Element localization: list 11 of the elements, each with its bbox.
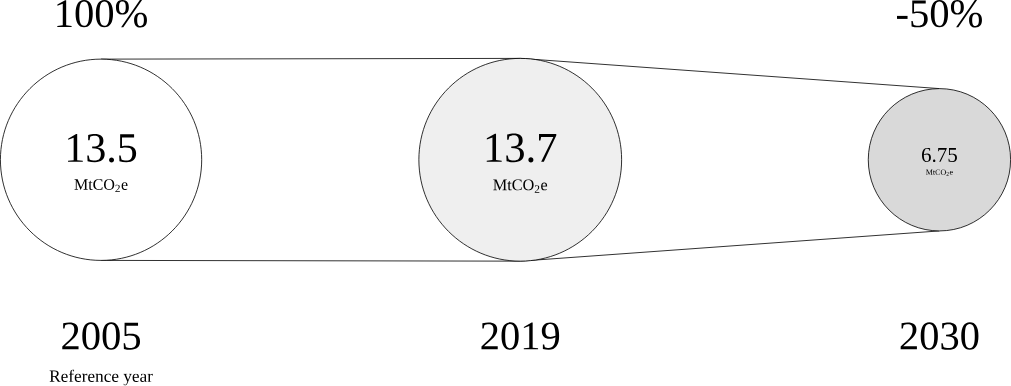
text: 100% [57,0,147,28]
text: -50% [897,0,982,28]
data-label: 6.75 [921,148,957,163]
data-label: 13.5 [68,134,137,163]
text: Reference year [49,369,153,386]
category-label: 2005 [62,322,141,350]
data-label: 13.7 [486,133,557,163]
category-label: 2019 [481,322,560,350]
text: MtCO$_{2}$e [74,179,128,193]
category-label: 2030 [900,322,979,350]
text: MtCO$_{2}$e [493,179,548,194]
